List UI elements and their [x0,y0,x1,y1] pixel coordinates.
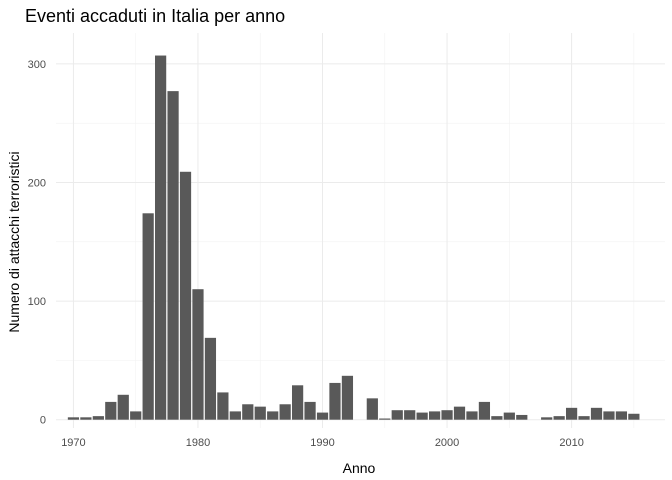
bar-1976 [142,213,154,420]
bar-1973 [105,401,117,420]
bar-1979 [179,171,192,420]
bar-1999 [428,411,441,420]
bar-2013 [603,411,615,420]
bar-1998 [416,412,428,420]
bar-2001 [453,406,466,420]
bar-1972 [92,416,104,420]
bar-1971 [80,417,92,420]
bar-2011 [578,416,590,420]
bars [67,55,640,420]
bar-2003 [478,401,491,420]
x-axis-ticks: 1970 1980 1990 2000 2010 [61,437,584,449]
bar-1977 [155,55,167,420]
bar-1991 [329,382,341,420]
x-tick-label: 1990 [310,437,334,449]
bar-1981 [204,337,217,420]
x-tick-label: 1970 [61,437,85,449]
bar-1974 [117,394,129,420]
bar-1989 [304,401,316,420]
y-tick-label: 200 [28,177,46,189]
bar-1988 [292,385,304,420]
bar-2010 [565,407,578,420]
x-axis-title: Anno [343,460,376,476]
y-tick-label: 100 [28,296,46,308]
bar-2002 [466,411,478,420]
bar-1987 [279,404,291,420]
bar-1980 [192,289,204,420]
bar-2004 [491,416,503,420]
bar-1992 [341,375,354,420]
bar-2015 [628,413,640,420]
bar-1996 [391,410,403,420]
bar-2008 [541,417,553,420]
bar-1997 [404,410,416,420]
bar-1982 [217,392,229,420]
y-axis-title: Numero di attacchi terroristici [6,151,22,332]
x-tick-label: 1980 [186,437,210,449]
bar-2000 [441,410,453,420]
bar-1986 [267,411,279,420]
bar-1985 [254,406,266,420]
bar-2005 [503,412,515,420]
bar-2014 [615,411,628,420]
bar-2006 [516,414,528,420]
bar-1975 [130,411,142,420]
bar-2012 [590,407,603,420]
y-tick-label: 300 [28,59,46,71]
y-tick-label: 0 [40,415,46,427]
bar-1983 [229,411,241,420]
bar-1994 [366,398,378,420]
chart-title: Eventi accaduti in Italia per anno [25,6,285,26]
x-tick-label: 2010 [559,437,583,449]
bar-2009 [553,416,565,420]
x-tick-label: 2000 [435,437,459,449]
bar-1990 [316,412,329,420]
bar-1984 [242,404,254,420]
bar-1995 [379,418,391,420]
y-axis-ticks: 0 100 200 300 [28,59,46,427]
bar-1978 [167,91,179,420]
bar-1970 [67,417,80,420]
